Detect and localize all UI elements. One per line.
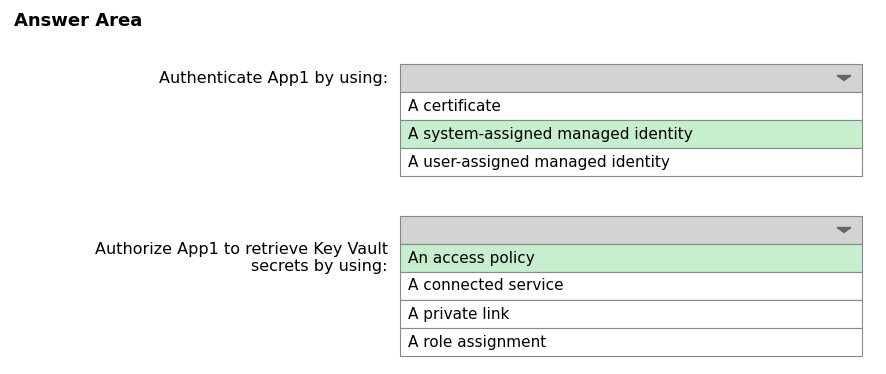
Text: A system-assigned managed identity: A system-assigned managed identity: [408, 126, 692, 141]
Text: A role assignment: A role assignment: [408, 334, 546, 349]
Bar: [400, 244, 861, 272]
Text: Authorize App1 to retrieve Key Vault
secrets by using:: Authorize App1 to retrieve Key Vault sec…: [95, 242, 387, 274]
Text: Answer Area: Answer Area: [14, 12, 142, 30]
Polygon shape: [836, 227, 850, 233]
Bar: [400, 64, 861, 92]
Text: Authenticate App1 by using:: Authenticate App1 by using:: [159, 71, 387, 86]
Bar: [400, 120, 861, 148]
Text: An access policy: An access policy: [408, 251, 534, 266]
Bar: [400, 148, 861, 176]
Polygon shape: [836, 76, 850, 80]
Bar: [400, 272, 861, 300]
Text: A connected service: A connected service: [408, 279, 563, 294]
Text: A user-assigned managed identity: A user-assigned managed identity: [408, 154, 669, 169]
Bar: [400, 216, 861, 244]
Bar: [400, 328, 861, 356]
Text: A certificate: A certificate: [408, 98, 501, 113]
Bar: [400, 300, 861, 328]
Text: A private link: A private link: [408, 307, 509, 322]
Bar: [400, 92, 861, 120]
